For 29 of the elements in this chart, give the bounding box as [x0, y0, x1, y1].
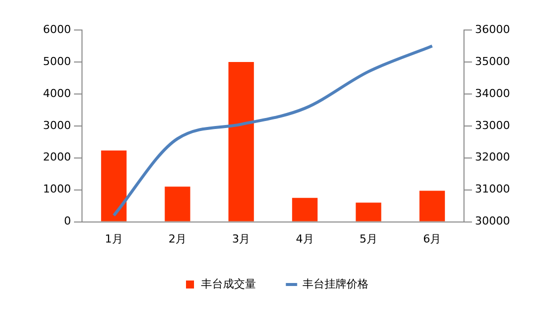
- y-tick-label: 0: [64, 214, 71, 228]
- y-tick-label: 4000: [42, 86, 71, 100]
- x-tick-label: 2月: [168, 232, 186, 246]
- y2-tick-label: 36000: [475, 22, 510, 36]
- bar: [101, 150, 127, 222]
- y-tick-label: 5000: [42, 54, 71, 68]
- y2-tick-label: 31000: [475, 182, 510, 196]
- y2-tick-label: 32000: [475, 150, 510, 164]
- y-tick-label: 3000: [42, 118, 71, 132]
- bar: [164, 186, 190, 222]
- bar: [419, 190, 445, 222]
- y2-tick-label: 33000: [475, 118, 510, 132]
- y2-tick-label: 30000: [475, 214, 510, 228]
- x-tick-label: 6月: [423, 232, 442, 246]
- x-tick-label: 4月: [296, 232, 314, 246]
- y2-tick-label: 34000: [475, 86, 510, 100]
- legend-label: 丰台成交量: [201, 277, 256, 290]
- bar: [228, 62, 254, 222]
- y-tick-label: 6000: [42, 22, 71, 36]
- line-series: [112, 44, 434, 217]
- x-tick-label: 3月: [232, 232, 250, 246]
- bar: [356, 202, 382, 222]
- y-tick-label: 2000: [42, 150, 71, 164]
- x-tick-label: 1月: [104, 232, 123, 246]
- legend-label: 丰台挂牌价格: [302, 277, 368, 290]
- y-tick-label: 1000: [42, 182, 71, 196]
- x-tick-label: 5月: [360, 232, 378, 246]
- y2-tick-label: 35000: [475, 54, 510, 68]
- bar: [292, 198, 318, 222]
